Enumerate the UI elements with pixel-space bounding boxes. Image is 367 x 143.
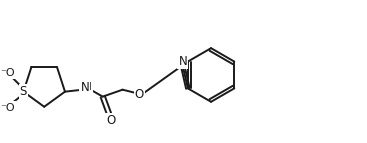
Text: ⁻O: ⁻O bbox=[0, 103, 15, 113]
Text: N: N bbox=[80, 81, 89, 94]
Text: ⁻O: ⁻O bbox=[0, 68, 15, 78]
Text: H: H bbox=[84, 82, 92, 92]
Text: O: O bbox=[106, 114, 115, 127]
Text: O: O bbox=[135, 88, 144, 101]
Text: S: S bbox=[20, 85, 27, 98]
Text: N: N bbox=[178, 55, 187, 68]
